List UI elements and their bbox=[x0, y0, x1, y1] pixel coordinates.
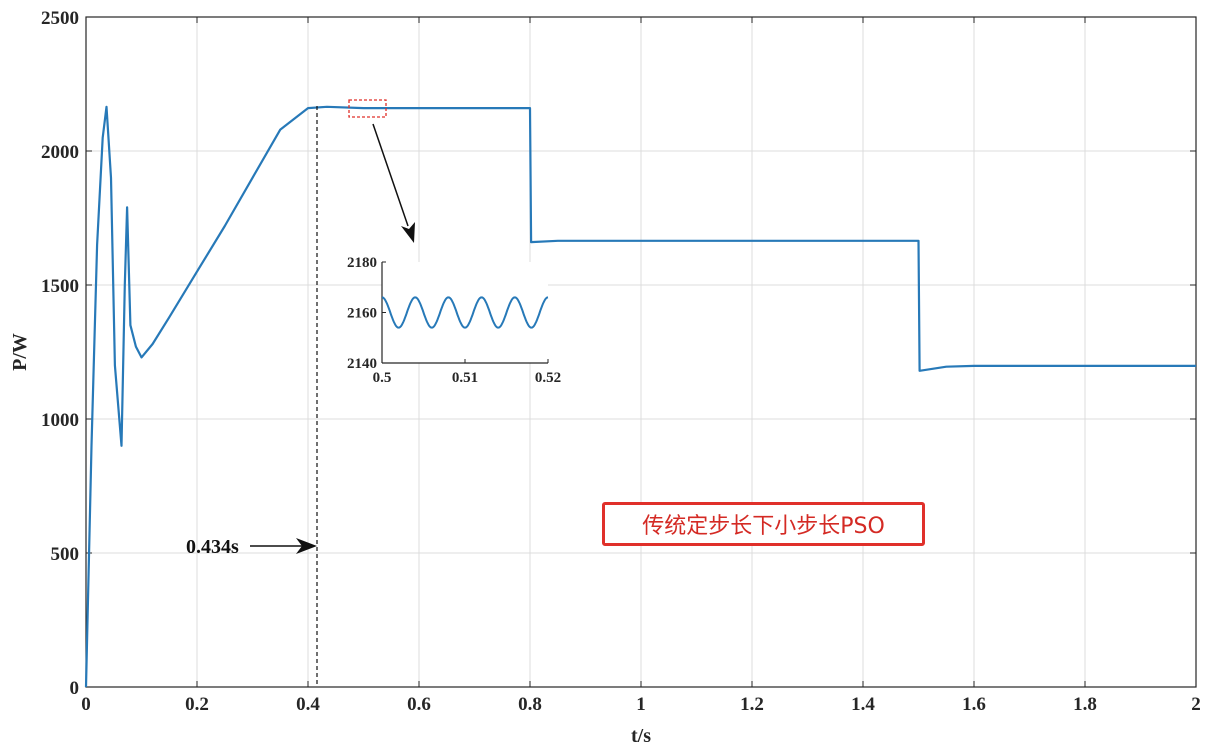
x-tick-label: 2 bbox=[1191, 694, 1201, 715]
x-axis-label: t/s bbox=[631, 725, 651, 747]
annotations: 0.434s bbox=[186, 99, 415, 687]
y-tick-label: 1500 bbox=[41, 276, 79, 297]
x-tick-label: 0.2 bbox=[185, 694, 209, 715]
x-axis-ticks: 0 0.2 0.4 0.6 0.8 1 1.2 1.4 1.6 1.8 2 bbox=[81, 17, 1201, 715]
x-tick-label: 0.8 bbox=[518, 694, 542, 715]
zoom-arrow bbox=[372, 123, 409, 227]
inset-y-tick-label: 2140 bbox=[347, 356, 377, 372]
x-tick-label: 1 bbox=[636, 694, 646, 715]
x-tick-label: 1.2 bbox=[740, 694, 764, 715]
inset-x-tick-label: 0.51 bbox=[452, 370, 478, 386]
inset-x-tick-label: 0.5 bbox=[373, 370, 392, 386]
inset-zoom-chart: 0.5 0.51 0.52 2140 2160 2180 bbox=[347, 255, 561, 386]
x-tick-label: 1.4 bbox=[851, 694, 875, 715]
y-axis-label: P/W bbox=[9, 333, 31, 371]
x-tick-label: 0.4 bbox=[296, 694, 320, 715]
zoom-region-box bbox=[348, 99, 387, 118]
inset-x-tick-label: 0.52 bbox=[535, 370, 561, 386]
x-tick-label: 0 bbox=[81, 694, 91, 715]
y-tick-label: 2000 bbox=[41, 142, 79, 163]
legend-label: 传统定步长下小步长PSO bbox=[642, 514, 885, 539]
y-tick-label: 500 bbox=[51, 544, 80, 565]
zoom-arrowhead bbox=[401, 222, 415, 243]
y-axis-ticks: 0 500 1000 1500 2000 2500 bbox=[41, 8, 1196, 699]
inset-y-tick-label: 2160 bbox=[347, 306, 377, 322]
legend-box: 传统定步长下小步长PSO bbox=[602, 502, 925, 546]
inset-series-line bbox=[381, 296, 549, 329]
x-tick-label: 0.6 bbox=[407, 694, 431, 715]
grid bbox=[86, 17, 1196, 687]
y-tick-label: 1000 bbox=[41, 410, 79, 431]
series-line bbox=[84, 105, 1196, 688]
inset-y-tick-label: 2180 bbox=[347, 255, 377, 271]
y-tick-label: 0 bbox=[70, 678, 80, 699]
x-tick-label: 1.6 bbox=[962, 694, 986, 715]
settling-time-arrowhead bbox=[296, 538, 317, 554]
settling-time-label: 0.434s bbox=[186, 536, 239, 558]
x-tick-label: 1.8 bbox=[1073, 694, 1097, 715]
y-tick-label: 2500 bbox=[41, 8, 79, 29]
